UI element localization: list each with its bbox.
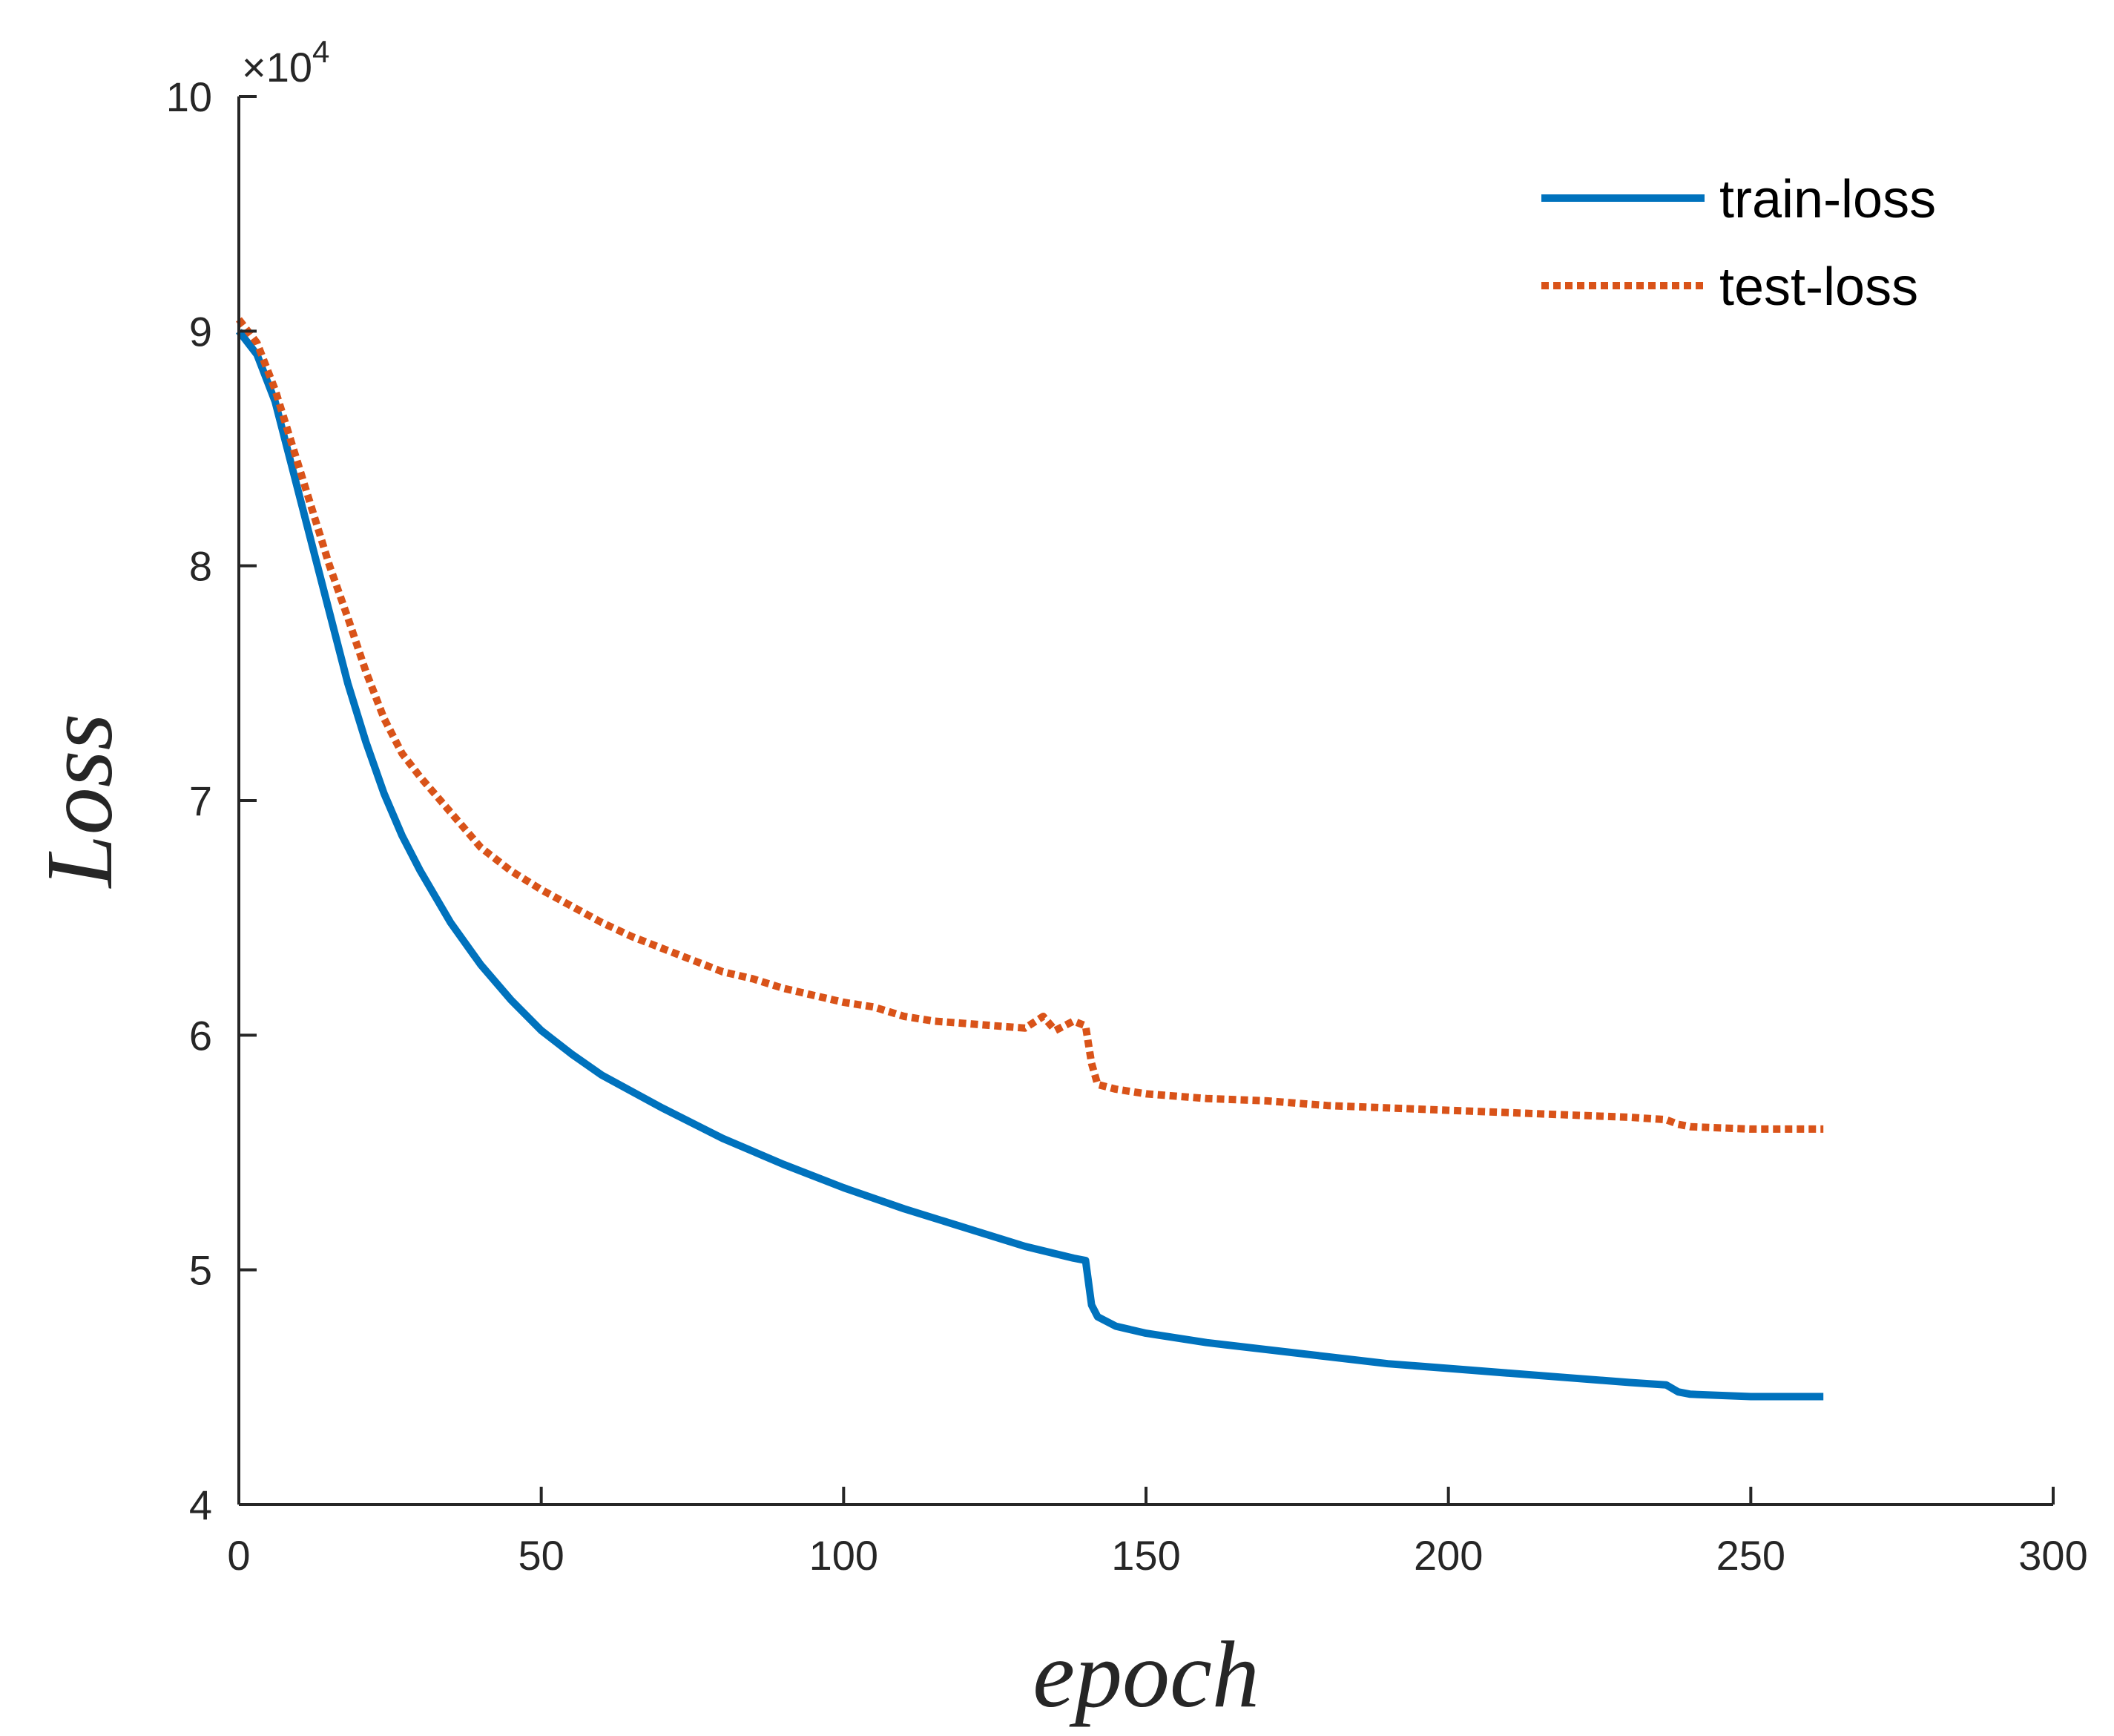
x-ticks: 0 50 100 150 200 250 300 — [227, 1487, 2088, 1579]
y-exponent-base: ×10 — [242, 44, 312, 91]
legend-label-test-loss: test-loss — [1719, 257, 1918, 317]
series-layer — [236, 317, 1824, 1401]
x-tick-label: 100 — [809, 1532, 878, 1579]
series-line-train-loss — [236, 329, 1824, 1401]
y-tick-label: 9 — [189, 308, 212, 355]
y-tick-label: 7 — [189, 777, 212, 824]
x-tick-label: 50 — [518, 1532, 564, 1579]
y-tick-label: 8 — [189, 543, 212, 590]
y-ticks: 4 5 6 7 8 9 10 — [166, 73, 257, 1528]
x-tick-label: 300 — [2018, 1532, 2087, 1579]
x-tick-label: 200 — [1414, 1532, 1483, 1579]
x-axis-title: epoch — [1033, 1622, 1259, 1727]
y-tick-label: 4 — [189, 1482, 212, 1528]
x-tick-label: 150 — [1111, 1532, 1180, 1579]
x-tick-label: 0 — [227, 1532, 250, 1579]
y-axis-title: Loss — [27, 714, 132, 890]
y-tick-label: 6 — [189, 1012, 212, 1059]
legend: train-loss test-loss — [1541, 170, 1936, 317]
y-exponent-power: 4 — [312, 34, 329, 69]
y-tick-label: 5 — [189, 1247, 212, 1294]
y-tick-label: 10 — [166, 73, 212, 120]
y-exponent-label: ×104 — [242, 34, 329, 91]
legend-label-train-loss: train-loss — [1719, 170, 1936, 229]
series-line-test-loss — [236, 317, 1824, 1133]
x-tick-label: 250 — [1716, 1532, 1785, 1579]
